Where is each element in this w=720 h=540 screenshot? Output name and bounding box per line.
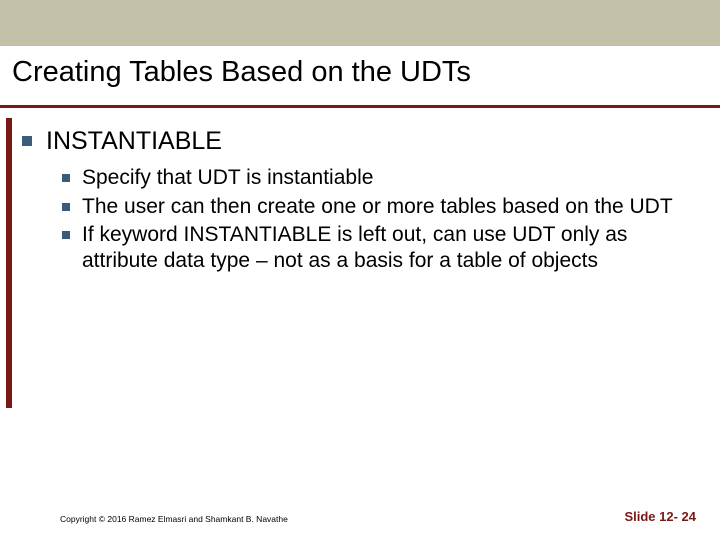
level1-item: INSTANTIABLE <box>22 126 698 157</box>
bullet-square-icon <box>62 231 70 239</box>
copyright-text: Copyright © 2016 Ramez Elmasri and Shamk… <box>60 514 288 524</box>
level2-text: Specify that UDT is instantiable <box>82 165 373 191</box>
level2-item: If keyword INSTANTIABLE is left out, can… <box>62 222 698 275</box>
level2-list: Specify that UDT is instantiable The use… <box>22 165 698 274</box>
slide-number: Slide 12- 24 <box>624 509 696 524</box>
level2-text: If keyword INSTANTIABLE is left out, can… <box>82 222 698 275</box>
content-area: INSTANTIABLE Specify that UDT is instant… <box>0 108 720 274</box>
bullet-square-icon <box>62 203 70 211</box>
bullet-square-icon <box>22 136 32 146</box>
footer: Copyright © 2016 Ramez Elmasri and Shamk… <box>0 509 720 524</box>
bullet-square-icon <box>62 174 70 182</box>
slide-title: Creating Tables Based on the UDTs <box>0 46 720 108</box>
level2-item: Specify that UDT is instantiable <box>62 165 698 191</box>
sidebar-accent <box>6 118 12 408</box>
level2-text: The user can then create one or more tab… <box>82 194 673 220</box>
level2-item: The user can then create one or more tab… <box>62 194 698 220</box>
header-band <box>0 0 720 46</box>
level1-text: INSTANTIABLE <box>46 126 222 157</box>
